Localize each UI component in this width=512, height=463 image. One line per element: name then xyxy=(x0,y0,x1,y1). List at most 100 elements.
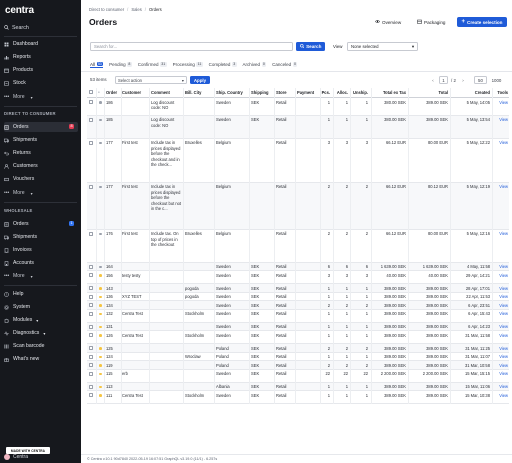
per-page-1000[interactable]: 1000 xyxy=(491,77,502,83)
row-checkbox[interactable] xyxy=(89,231,93,236)
table-row[interactable]: 177 First test Include tax in prices displ… xyxy=(87,139,509,183)
row-checkbox[interactable] xyxy=(89,324,93,329)
sidebar-item-orders[interactable]: Orders 8 xyxy=(4,122,78,132)
overview-button[interactable]: Overview xyxy=(374,18,401,26)
row-checkbox[interactable] xyxy=(89,393,93,398)
select-all-checkbox[interactable] xyxy=(89,90,93,95)
sidebar-item-system[interactable]: System xyxy=(4,302,78,312)
sidebar-item-invoices[interactable]: Invoices xyxy=(4,245,78,255)
row-checkbox[interactable] xyxy=(89,346,93,351)
table-row[interactable]: 126 Centra Test Stockholm Sweden SEK Retail 1 1… xyxy=(87,331,509,344)
table-row[interactable]: 124 Wroclaw Poland SEK Retail 1 1 1 389.00 SEK 38… xyxy=(87,353,509,361)
sidebar-item-whats-new[interactable]: What's new xyxy=(4,354,78,364)
column-header-total[interactable]: Total xyxy=(438,89,448,95)
per-page-50[interactable]: 50 xyxy=(474,76,487,84)
prev-page-button[interactable]: ‹ xyxy=(429,76,437,84)
column-header-payment[interactable]: Payment xyxy=(297,89,315,95)
sidebar-item-accounts[interactable]: Accounts xyxy=(4,258,78,268)
sidebar-item-vouchers[interactable]: Vouchers xyxy=(4,174,78,184)
table-row[interactable]: 119 Poland SEK Retail 2 2 2 389.00 SEK 389.00 SE… xyxy=(87,361,509,370)
sidebar-item-reports[interactable]: Reports xyxy=(4,52,78,62)
table-row[interactable]: 185 Log discount code: NO Sweden SEK Retail 1… xyxy=(87,115,509,139)
sidebar-item-customers[interactable]: Customers xyxy=(4,161,78,171)
sidebar-search[interactable]: Search xyxy=(4,23,77,33)
table-row[interactable]: 132 Centra Test Stockholm Sweden SEK Retail 1 1… xyxy=(87,310,509,323)
row-checkbox[interactable] xyxy=(89,311,93,316)
sidebar-more-3[interactable]: ••• More ▾ xyxy=(4,271,78,281)
create-selection-button[interactable]: + Create selection xyxy=(457,17,507,27)
table-row[interactable]: 134 Sweden SEK Retail 2 2 2 389.00 SEK 389.00 SE… xyxy=(87,301,509,310)
column-header-comment[interactable]: Comment xyxy=(151,89,170,95)
sidebar-more-1[interactable]: ••• More ▾ xyxy=(4,92,78,102)
row-checkbox[interactable] xyxy=(89,354,93,359)
column-header-unship[interactable]: Unship. xyxy=(352,89,368,95)
sidebar-item-modules[interactable]: Modules ▾ xyxy=(4,315,78,325)
table-row[interactable]: 125 Poland SEK Retail 2 2 2 389.00 SEK 389.00 SE… xyxy=(87,344,509,353)
next-page-button[interactable]: › xyxy=(459,76,467,84)
view-link[interactable]: View xyxy=(499,371,508,377)
view-link[interactable]: View xyxy=(499,354,508,360)
table-row[interactable]: 131 Sweden SEK Retail 1 1 1 389.00 SEK 389.00 SE… xyxy=(87,322,509,331)
view-link[interactable]: View xyxy=(499,117,508,123)
row-checkbox[interactable] xyxy=(89,371,93,376)
table-row[interactable]: 164 Sweden SEK Retail 6 6 6 1 639.00 SEK 1 639.0… xyxy=(87,262,509,271)
row-checkbox[interactable] xyxy=(89,363,93,368)
row-checkbox[interactable] xyxy=(89,303,93,308)
column-header-alloc[interactable]: Alloc. xyxy=(336,89,348,95)
row-checkbox[interactable] xyxy=(89,333,93,338)
sidebar-item-diagnostics[interactable]: Diagnostics ▾ xyxy=(4,328,78,338)
table-row[interactable]: 177 First test Include tax in prices displ… xyxy=(87,182,509,230)
column-header-store[interactable]: Store xyxy=(276,89,287,95)
sidebar-item-help[interactable]: ? Help xyxy=(4,289,78,299)
sidebar-item-stock[interactable]: Stock xyxy=(4,78,78,88)
table-row[interactable]: 111 Centra Test Stockholm Sweden SEK Retail 1 1… xyxy=(87,391,509,404)
user-menu[interactable]: Centra xyxy=(4,452,78,462)
view-link[interactable]: View xyxy=(499,311,508,317)
table-row[interactable]: 186 Log discount code: NO Sweden SEK Retail 1… xyxy=(87,98,509,116)
row-checkbox[interactable] xyxy=(89,273,93,278)
table-row[interactable]: 115 erb Sweden SEK Retail 22 22 22 2 200.00 SEK 2… xyxy=(87,370,509,383)
view-link[interactable]: View xyxy=(499,294,508,300)
bulk-action-select[interactable]: Select action ▾ xyxy=(115,76,187,84)
row-checkbox[interactable] xyxy=(89,140,93,145)
view-link[interactable]: View xyxy=(499,184,508,190)
table-row[interactable]: 176 First test Include tax. On top of pric… xyxy=(87,230,509,263)
tab-archived[interactable]: Archived 0 xyxy=(243,61,267,68)
tab-canceled[interactable]: Canceled 0 xyxy=(272,61,298,68)
page-number-input[interactable]: 1 xyxy=(439,76,448,84)
column-header-shipping[interactable]: Shipping xyxy=(251,89,269,95)
centra-logo[interactable]: centra xyxy=(5,5,34,16)
row-checkbox[interactable] xyxy=(89,264,93,269)
sidebar-more-2[interactable]: ••• More ▾ xyxy=(4,188,78,198)
row-checkbox[interactable] xyxy=(89,384,93,389)
table-row[interactable]: 156 testy testy Sweden SEK Retail 3 3 3 40.00 SE… xyxy=(87,271,509,284)
row-checkbox[interactable] xyxy=(89,184,93,189)
view-link[interactable]: View xyxy=(499,302,508,308)
row-checkbox[interactable] xyxy=(89,294,93,299)
packaging-button[interactable]: Packaging xyxy=(417,18,445,26)
search-button[interactable]: Search xyxy=(296,42,325,51)
table-row[interactable]: 143 pogoda Sweden SEK Retail 1 1 1 389.00 SEK 389… xyxy=(87,284,509,293)
view-link[interactable]: View xyxy=(499,384,508,390)
breadcrumb-item[interactable]: Direct to consumer xyxy=(89,7,125,12)
sidebar-item-scan-barcode[interactable]: Scan barcode xyxy=(4,341,78,351)
view-select[interactable]: None selected ▾ xyxy=(347,42,418,51)
tab-completed[interactable]: Completed 3 xyxy=(209,61,237,68)
view-link[interactable]: View xyxy=(499,392,508,398)
tab-confirmed[interactable]: Confirmed 31 xyxy=(138,61,167,68)
view-link[interactable]: View xyxy=(499,264,508,270)
table-row[interactable]: 113 Albania SEK Retail 1 1 1 389.00 SEK 389.00 S… xyxy=(87,382,509,391)
column-header-order[interactable]: Order xyxy=(106,89,118,95)
sidebar-item-wholesale-shipments[interactable]: Shipments xyxy=(4,232,78,242)
view-link[interactable]: View xyxy=(499,332,508,338)
sidebar-item-shipments[interactable]: Shipments xyxy=(4,135,78,145)
sidebar-item-products[interactable]: Products xyxy=(4,65,78,75)
tab-all[interactable]: All 53 xyxy=(90,61,104,68)
row-checkbox[interactable] xyxy=(89,100,93,105)
view-link[interactable]: View xyxy=(499,362,508,368)
table-row[interactable]: 136 XYZ TEST pogoda Sweden SEK Retail 1 1 1 389.0… xyxy=(87,293,509,301)
column-header-view[interactable]: Tools xyxy=(497,89,508,95)
view-link[interactable]: View xyxy=(499,140,508,146)
tab-pending[interactable]: Pending 8 xyxy=(109,61,132,68)
breadcrumb-item[interactable]: Sales xyxy=(131,7,142,12)
